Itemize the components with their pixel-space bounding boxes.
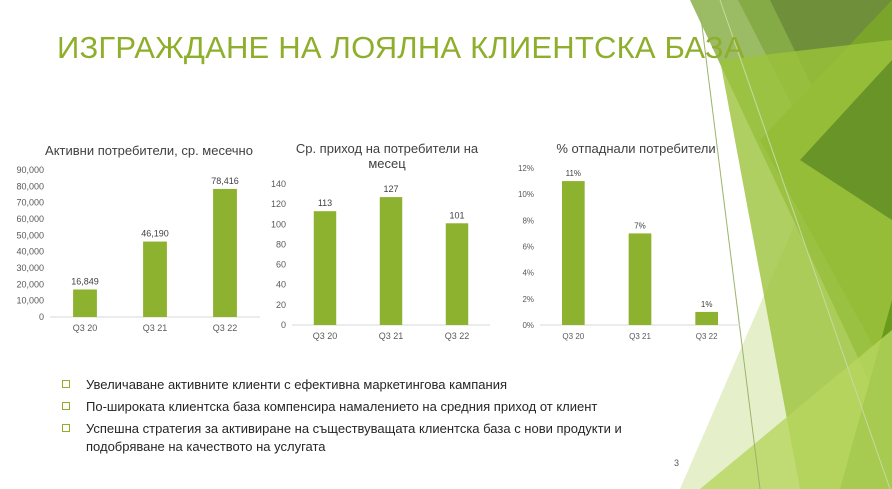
- bar: [695, 311, 718, 325]
- data-label: 113: [318, 198, 332, 208]
- bullet-item: Увеличаване активните клиенти с ефективн…: [62, 376, 662, 394]
- data-label: 7%: [634, 221, 646, 230]
- y-tick-label: 80,000: [16, 181, 44, 191]
- data-label: 16,849: [71, 276, 99, 286]
- bullet-list: Увеличаване активните клиенти с ефективн…: [62, 376, 662, 460]
- bullet-square-icon: [62, 402, 70, 410]
- chart-active-users: 0 10,000 20,000 30,000 40,000 50,000 60,000 70,…: [16, 165, 260, 333]
- chart-2-title: Ср. приход на потребители на месец: [295, 141, 479, 171]
- y-tick-label: 6%: [522, 243, 534, 252]
- slide-title: ИЗГРАЖДАНЕ НА ЛОЯЛНА КЛИЕНТСКА БАЗА: [57, 30, 745, 65]
- y-tick-label: 60,000: [16, 214, 44, 224]
- data-label: 46,190: [141, 229, 169, 239]
- y-tick-label: 90,000: [16, 165, 44, 175]
- y-tick-label: 40,000: [16, 247, 44, 257]
- y-tick-label: 12%: [518, 164, 534, 173]
- data-label: 101: [449, 210, 464, 220]
- y-tick-label: 2%: [522, 295, 534, 304]
- x-tick-label: Q3 20: [73, 323, 98, 333]
- y-tick-label: 0: [281, 320, 286, 330]
- y-tick-label: 30,000: [16, 263, 44, 273]
- data-label: 1%: [701, 300, 713, 309]
- y-tick-label: 0: [39, 312, 44, 322]
- y-tick-label: 70,000: [16, 198, 44, 208]
- x-tick-label: Q3 21: [143, 323, 168, 333]
- bullet-item: По-широката клиентска база компенсира на…: [62, 398, 662, 416]
- data-label: 78,416: [211, 176, 239, 186]
- y-tick-label: 4%: [522, 269, 534, 278]
- y-tick-label: 140: [271, 179, 286, 189]
- bullet-square-icon: [62, 424, 70, 432]
- bar: [379, 197, 403, 325]
- y-tick-label: 120: [271, 199, 286, 209]
- y-tick-label: 0%: [522, 321, 534, 330]
- y-tick-label: 8%: [522, 216, 534, 225]
- chart-1-title: Активни потребители, ср. месечно: [45, 143, 253, 158]
- x-tick-label: Q3 20: [313, 331, 338, 341]
- chart-churn: 0% 2% 4% 6% 8% 10% 12% 11% Q3 20 7% Q3 21 1% Q3 22: [518, 164, 740, 341]
- bar: [445, 223, 469, 325]
- y-tick-label: 20: [276, 300, 286, 310]
- x-tick-label: Q3 21: [629, 332, 651, 341]
- x-tick-label: Q3 22: [213, 323, 238, 333]
- y-tick-label: 60: [276, 260, 286, 270]
- bullet-square-icon: [62, 380, 70, 388]
- y-tick-label: 20,000: [16, 279, 44, 289]
- y-tick-label: 50,000: [16, 230, 44, 240]
- y-tick-label: 10%: [518, 190, 534, 199]
- data-label: 11%: [566, 169, 581, 178]
- y-tick-label: 40: [276, 280, 286, 290]
- y-tick-label: 80: [276, 239, 286, 249]
- chart-avg-revenue: 0 20 40 60 80 100 120 140 113 Q3 20 127 Q3 21 101 Q3 …: [271, 179, 490, 341]
- bar: [313, 211, 337, 325]
- chart-3-title: % отпаднали потребители: [556, 141, 716, 156]
- page-number: 3: [674, 458, 680, 468]
- bar: [562, 181, 585, 325]
- x-tick-label: Q3 21: [379, 331, 404, 341]
- x-tick-label: Q3 20: [562, 332, 584, 341]
- y-tick-label: 10,000: [16, 296, 44, 306]
- bar: [73, 289, 97, 317]
- bar: [143, 241, 167, 317]
- bar: [628, 233, 652, 325]
- y-tick-label: 100: [271, 219, 286, 229]
- x-tick-label: Q3 22: [445, 331, 470, 341]
- x-tick-label: Q3 22: [696, 332, 718, 341]
- bar: [213, 188, 237, 317]
- bullet-item: Успешна стратегия за активиране на същес…: [62, 420, 666, 456]
- data-label: 127: [383, 184, 398, 194]
